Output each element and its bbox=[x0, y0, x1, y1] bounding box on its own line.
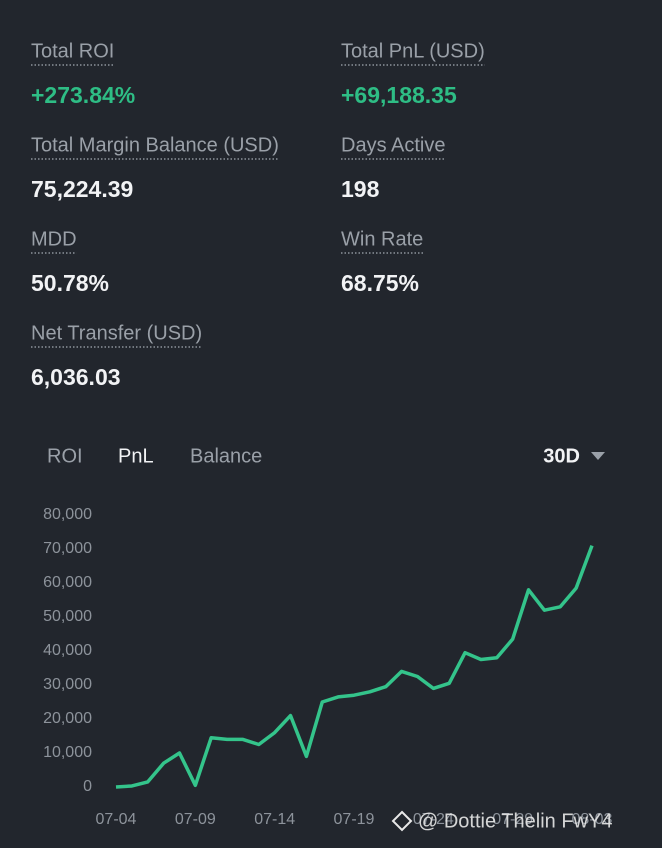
watermark-icon bbox=[391, 810, 413, 832]
stat-label: Total Margin Balance (USD) bbox=[31, 134, 279, 156]
pnl-line bbox=[115, 544, 594, 789]
stat-value: 6,036.03 bbox=[31, 364, 121, 390]
stat-value: 68.75% bbox=[341, 270, 419, 296]
period-select[interactable]: 30D bbox=[543, 445, 580, 467]
y-tick-label: 60,000 bbox=[43, 574, 92, 591]
stat-value: +69,188.35 bbox=[341, 82, 457, 108]
y-tick-label: 10,000 bbox=[43, 744, 92, 761]
x-tick-label: 07-09 bbox=[175, 811, 216, 828]
x-tick-label: 07-24 bbox=[413, 811, 454, 828]
stat-value: 50.78% bbox=[31, 270, 109, 296]
x-tick-label: 08-03 bbox=[572, 811, 613, 828]
y-tick-label: 50,000 bbox=[43, 608, 92, 625]
tab[interactable]: ROI bbox=[47, 445, 83, 467]
stat-label: Net Transfer (USD) bbox=[31, 322, 202, 344]
x-tick-label: 07-19 bbox=[334, 811, 375, 828]
x-tick-label: 07-29 bbox=[492, 811, 533, 828]
dropdown-arrow bbox=[591, 452, 605, 460]
y-tick-label: 30,000 bbox=[43, 676, 92, 693]
stat-value: 75,224.39 bbox=[31, 176, 133, 202]
y-tick-label: 80,000 bbox=[43, 506, 92, 523]
tab[interactable]: Balance bbox=[190, 445, 262, 467]
stat-value: 198 bbox=[341, 176, 380, 202]
x-tick-label: 07-14 bbox=[254, 811, 295, 828]
tab[interactable]: PnL bbox=[118, 445, 154, 467]
y-tick-label: 0 bbox=[83, 778, 92, 795]
stat-label: Win Rate bbox=[341, 228, 423, 250]
stat-value: +273.84% bbox=[31, 82, 135, 108]
y-tick-label: 20,000 bbox=[43, 710, 92, 727]
x-tick-label: 07-04 bbox=[96, 811, 137, 828]
y-tick-label: 70,000 bbox=[43, 540, 92, 557]
stat-label: MDD bbox=[31, 228, 77, 250]
stat-label: Total PnL (USD) bbox=[341, 40, 485, 62]
stat-label: Days Active bbox=[341, 134, 445, 156]
stat-label: Total ROI bbox=[31, 40, 114, 62]
watermark: @ Dottie Thelin FwY4 bbox=[418, 810, 612, 832]
y-tick-label: 40,000 bbox=[43, 642, 92, 659]
